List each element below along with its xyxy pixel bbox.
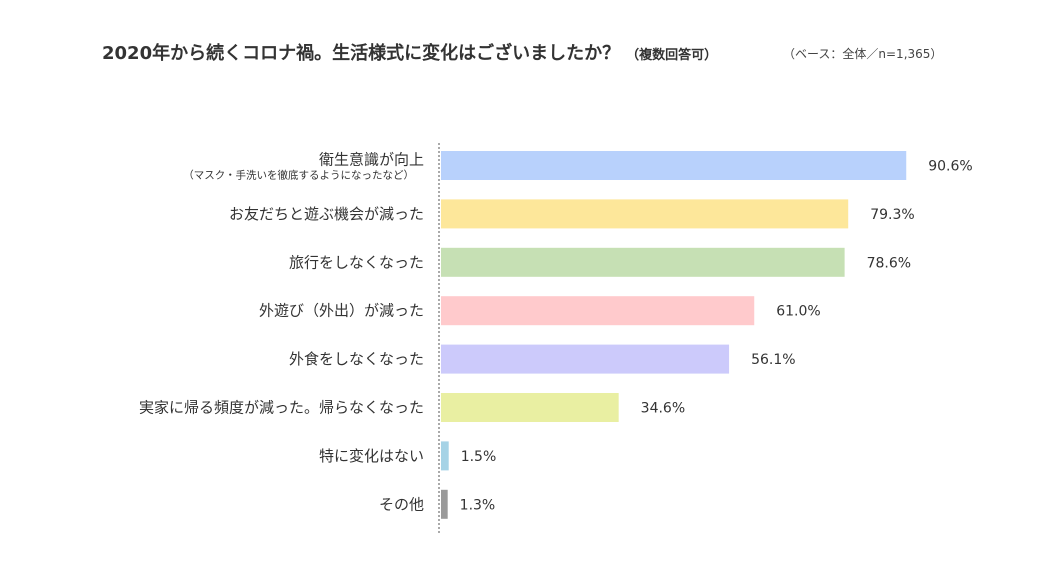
bar-7 xyxy=(441,441,449,471)
value-label-7: 1.5% xyxy=(461,449,497,465)
value-label-8: 1.3% xyxy=(460,497,496,513)
base-note: （ベース：全体／n=1,365） xyxy=(783,47,943,61)
bar-6 xyxy=(441,393,619,422)
category-label-3: 旅行をしなくなった xyxy=(289,253,424,271)
category-label-5: 外食をしなくなった xyxy=(289,350,424,368)
value-label-4: 61.0% xyxy=(776,304,820,320)
bar-4 xyxy=(441,296,755,326)
category-label-2: お友だちと遊ぶ機会が減った xyxy=(229,205,424,223)
bar-2 xyxy=(441,199,849,229)
chart-title: 2020年から続くコロナ禍。生活様式に変化はございましたか？ （複数回答可） xyxy=(102,39,717,65)
value-label-2: 79.3% xyxy=(870,207,914,223)
bar-5 xyxy=(441,344,730,374)
category-label-6: 実家に帰る頻度が減った。帰らなくなった xyxy=(139,399,424,417)
value-label-3: 78.6% xyxy=(867,255,911,271)
title-note: （複数回答可） xyxy=(626,48,718,63)
category-label-1: 衛生意識が向上 xyxy=(319,151,424,169)
bar-1 xyxy=(441,151,907,180)
chart-title-text: 2020年から続くコロナ禍。生活様式に変化はございましたか？ xyxy=(102,43,621,64)
value-label-6: 34.6% xyxy=(641,401,685,417)
category-label-4: 外遊び（外出）が減った xyxy=(259,302,424,320)
value-label-5: 56.1% xyxy=(751,352,795,368)
category-label-8: その他 xyxy=(379,495,424,513)
bar-8 xyxy=(441,489,448,519)
value-label-1: 90.6% xyxy=(928,159,972,175)
category-note-1: （マスク・手洗いを徹底するようになったなど） xyxy=(183,169,414,182)
category-label-7: 特に変化はない xyxy=(319,447,424,465)
bar-3 xyxy=(441,247,845,277)
